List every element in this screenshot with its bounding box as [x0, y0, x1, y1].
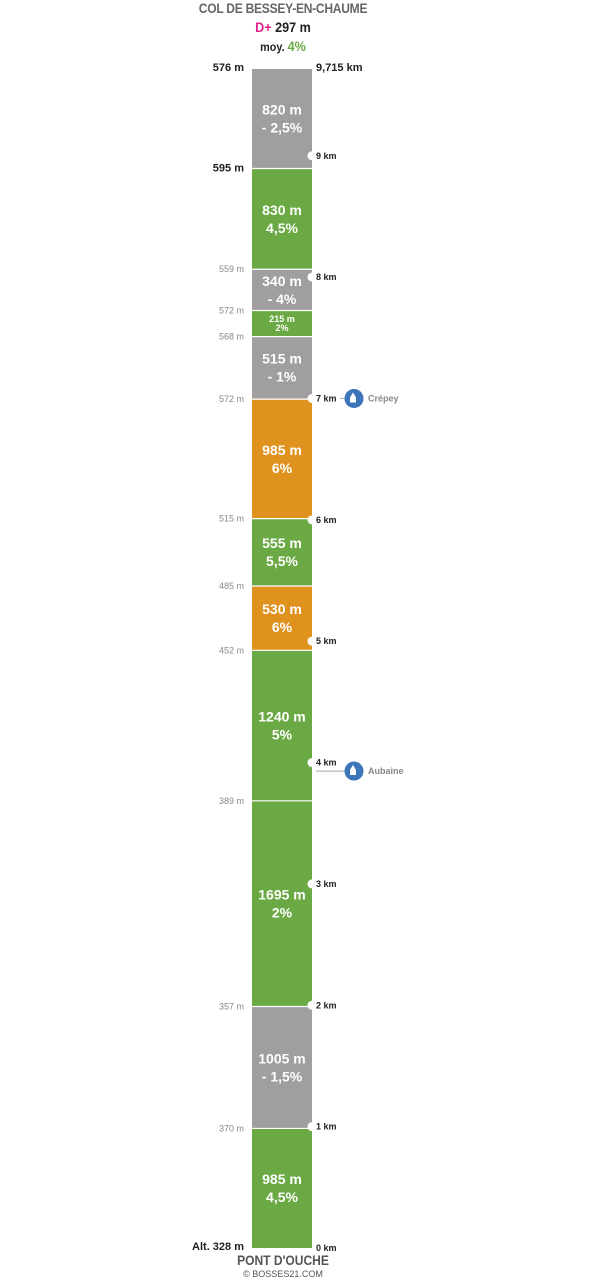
segment-grade-label: 5,5% [266, 553, 298, 569]
km-marker-label: 6 km [316, 515, 337, 525]
km-marker-label: 9 km [316, 151, 337, 161]
segment-bar [252, 399, 312, 519]
km-notch [307, 1122, 317, 1132]
altitude-label: 370 m [219, 1123, 244, 1133]
segment-length-label: 555 m [262, 535, 302, 551]
dplus-prefix: D+ [255, 19, 272, 35]
segment-length-label: 820 m [262, 102, 302, 118]
segment-length-label: 830 m [262, 202, 302, 218]
altitude-label: 515 m [219, 514, 244, 524]
altitude-label: 572 m [219, 306, 244, 316]
km-marker-label: 7 km [316, 393, 337, 403]
town-label: Aubaine [368, 766, 404, 776]
start-altitude-label: Alt. 328 m [192, 1241, 244, 1253]
km-marker-label: 0 km [316, 1243, 337, 1253]
segment-grade-label: - 1,5% [262, 1068, 303, 1084]
altitude-label: 357 m [219, 1001, 244, 1011]
km-marker-label: 8 km [316, 272, 337, 282]
segment-bar [252, 1006, 312, 1129]
segment-length-label: 530 m [262, 601, 302, 617]
dplus-value: 297 m [275, 19, 311, 35]
segment-bar [252, 518, 312, 586]
altitude-label: 389 m [219, 796, 244, 806]
elevation-gain: D+ 297 m [28, 19, 537, 35]
altitude-label: 452 m [219, 645, 244, 655]
segment-length-label: 985 m [262, 442, 302, 458]
total-distance-label: 9,715 km [316, 62, 363, 74]
segment-grade-label: - 2,5% [262, 120, 303, 136]
segment-length-label: 1005 m [258, 1050, 305, 1066]
km-marker-label: 5 km [316, 636, 337, 646]
altitude-label: 568 m [219, 332, 244, 342]
segment-bar [252, 800, 312, 1007]
segment-length-label: 515 m [262, 351, 302, 367]
climb-title: COL DE BESSEY-EN-CHAUME [198, 0, 368, 16]
summit-altitude-label: 576 m [213, 62, 244, 74]
segment-grade-label: - 1% [268, 369, 297, 385]
credit-text: © BOSSES21.COM [243, 1269, 323, 1279]
km-notch [307, 636, 317, 646]
km-marker-label: 3 km [316, 879, 337, 889]
segment-grade-label: - 4% [268, 291, 297, 307]
altitude-label: 595 m [213, 163, 244, 175]
segment-bar [252, 310, 312, 337]
segment-bar [252, 585, 312, 651]
segment-bar [252, 168, 312, 270]
segment-length-label: 1695 m [258, 887, 305, 903]
average-grade: moy. 4% [28, 38, 537, 54]
km-marker-label: 2 km [316, 1000, 337, 1010]
segment-grade-label: 5% [272, 726, 293, 742]
church-icon [350, 765, 356, 776]
altitude-label: 485 m [219, 581, 244, 591]
segment-bar [252, 1128, 312, 1248]
segment-bar [252, 650, 312, 801]
avg-prefix: moy. [260, 40, 285, 54]
km-notch [307, 393, 317, 403]
segment-grade-label: 2% [272, 905, 293, 921]
town-label: Crépey [368, 393, 399, 403]
km-notch [307, 879, 317, 889]
segment-bar [252, 269, 312, 311]
church-icon [350, 392, 356, 403]
km-notch [307, 515, 317, 525]
km-notch [307, 272, 317, 282]
segment-grade-label: 2% [275, 323, 288, 333]
altitude-label: 559 m [219, 264, 244, 274]
start-location-name: PONT D'OUCHE [237, 1252, 329, 1268]
km-marker-label: 1 km [316, 1122, 337, 1132]
km-marker-label: 4 km [316, 758, 337, 768]
km-notch [307, 758, 317, 768]
segment-length-label: 215 m [269, 314, 295, 324]
segment-grade-label: 4,5% [266, 1189, 298, 1205]
segment-grade-label: 4,5% [266, 220, 298, 236]
segment-grade-label: 6% [272, 460, 293, 476]
segment-grade-label: 6% [272, 619, 293, 635]
avg-value: 4% [287, 38, 306, 54]
segment-length-label: 1240 m [258, 708, 305, 724]
altitude-label: 572 m [219, 394, 244, 404]
km-notch [307, 1000, 317, 1010]
km-notch [307, 151, 317, 161]
segment-length-label: 985 m [262, 1171, 302, 1187]
segment-length-label: 340 m [262, 273, 302, 289]
segment-bar [252, 69, 312, 169]
segment-bar [252, 336, 312, 400]
